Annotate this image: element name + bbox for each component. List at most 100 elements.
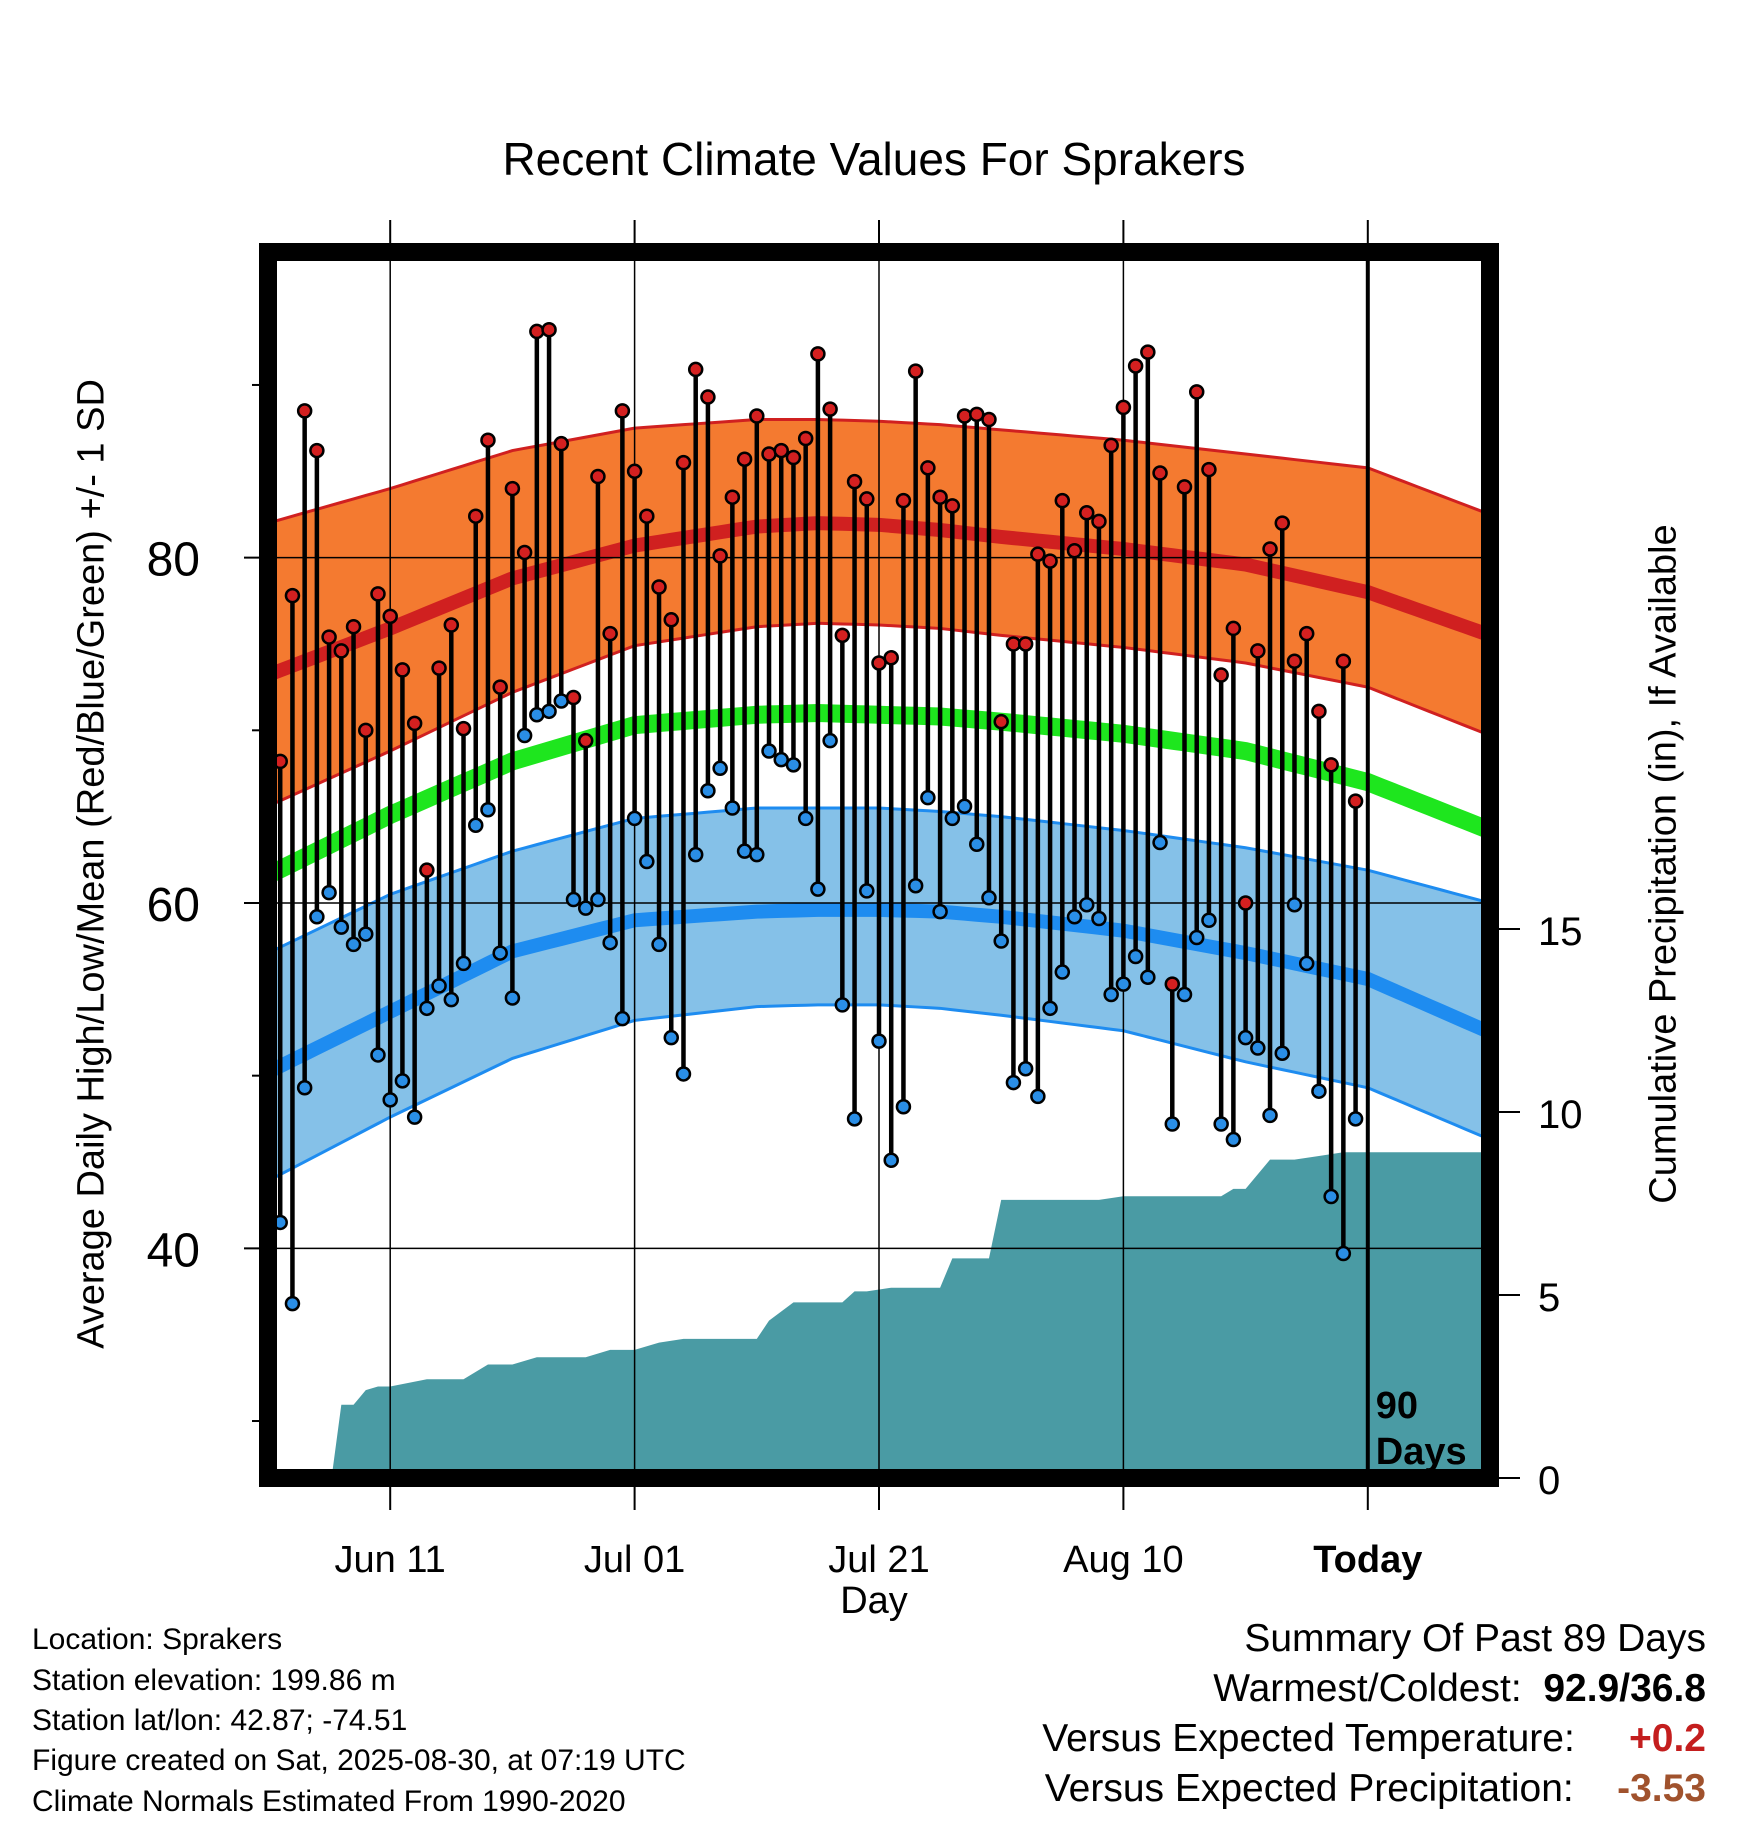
daily-high-point [1054, 492, 1071, 509]
daily-low-point [1066, 909, 1083, 925]
y-left-tick-label: 80 [147, 534, 200, 587]
daily-low-point [565, 891, 582, 908]
daily-low-point [431, 978, 447, 994]
daily-high-point [419, 862, 435, 878]
daily-high-point [1115, 399, 1132, 416]
y-axis-label-right: Cumulative Precipitation (in), If Availa… [1642, 524, 1685, 1204]
daily-high-point [1274, 515, 1291, 531]
daily-low-point [1237, 1029, 1254, 1046]
summary-precip-value: -3.53 [1617, 1767, 1706, 1810]
daily-high-point [810, 346, 826, 362]
daily-low-point [846, 1111, 863, 1127]
x-tick-label: Jul 21 [828, 1539, 929, 1581]
daily-low-point [1176, 986, 1193, 1003]
daily-low-point [797, 810, 814, 827]
daily-high-point [321, 629, 337, 645]
daily-low-point [419, 1000, 435, 1017]
daily-high-point [797, 430, 814, 447]
summary-warm-cold-label: Warmest/Coldest: [1213, 1667, 1522, 1710]
daily-high-point [1140, 344, 1156, 360]
meta-location: Location: Sprakers [32, 1623, 283, 1656]
daily-low-point [333, 919, 350, 935]
daily-low-point [761, 743, 777, 759]
daily-low-point [1347, 1111, 1364, 1127]
daily-low-point [1115, 976, 1132, 992]
daily-points [260, 321, 1364, 1312]
daily-high-point [1225, 620, 1242, 637]
daily-high-point [1201, 461, 1217, 478]
daily-high-point [1091, 513, 1107, 530]
daily-high-point [1127, 358, 1144, 374]
x-axis-label: Day [840, 1580, 908, 1622]
daily-low-point [932, 903, 948, 920]
daily-high-point [529, 323, 545, 340]
daily-high-point [1347, 793, 1364, 809]
summary-temp: Versus Expected Temperature: +0.2 [1042, 1717, 1706, 1761]
daily-low-point [1286, 896, 1303, 913]
daily-high-point [1017, 636, 1034, 652]
daily-low-point [871, 1033, 887, 1049]
daily-high-point [309, 442, 325, 459]
daily-high-point [663, 612, 680, 628]
daily-low-point [1005, 1074, 1022, 1091]
daily-high-point [626, 463, 643, 480]
daily-high-point [859, 491, 875, 507]
daily-high-point [749, 408, 765, 424]
daily-low-point [1335, 1245, 1352, 1262]
summary-temp-value: +0.2 [1629, 1717, 1706, 1760]
daily-low-point [1091, 910, 1107, 927]
daily-high-point [687, 361, 704, 378]
daily-high-point [834, 627, 851, 644]
daily-high-point [370, 586, 386, 602]
daily-high-point [895, 492, 912, 509]
daily-high-point [565, 689, 582, 706]
meta-latlon: Station lat/lon: 42.87; -74.51 [32, 1704, 408, 1737]
daily-high-point [639, 508, 655, 524]
daily-high-point [944, 498, 961, 514]
daily-high-point [553, 435, 570, 452]
daily-high-point [296, 403, 313, 419]
x-tick-label: Jun 11 [335, 1539, 446, 1581]
daily-high-point [284, 587, 301, 604]
y-right-tick-label: 5 [1538, 1276, 1560, 1320]
daily-high-point [455, 720, 472, 737]
daily-low-point [284, 1295, 301, 1312]
daily-high-point [577, 732, 594, 749]
summary-warm-cold-value: 92.9/36.8 [1543, 1667, 1706, 1710]
daily-high-point [480, 432, 496, 448]
today-days-number: 90 [1376, 1385, 1418, 1427]
daily-low-point [614, 1010, 631, 1027]
daily-low-point [944, 810, 961, 827]
daily-low-point [687, 846, 704, 863]
daily-high-point [467, 508, 484, 524]
daily-high-point [1078, 504, 1095, 521]
daily-high-point [590, 468, 606, 485]
daily-high-point [358, 722, 374, 739]
daily-high-point [394, 662, 411, 678]
daily-low-point [1042, 1000, 1058, 1017]
daily-high-point [1042, 553, 1058, 569]
daily-low-point [1030, 1088, 1046, 1105]
daily-high-point [1164, 976, 1181, 992]
daily-low-point [1127, 948, 1144, 965]
daily-high-point [1152, 465, 1168, 481]
daily-low-point [675, 1066, 692, 1082]
daily-low-point [969, 836, 985, 853]
daily-low-point [443, 991, 460, 1008]
y-right-tick-label: 10 [1538, 1093, 1583, 1137]
daily-high-point [1335, 653, 1352, 669]
daily-low-point [358, 926, 374, 942]
daily-low-point [1274, 1045, 1291, 1061]
daily-high-point [406, 715, 423, 732]
daily-low-point [822, 732, 838, 749]
daily-high-point [993, 713, 1009, 730]
daily-high-point [1030, 546, 1046, 562]
summary-heading: Summary Of Past 89 Days [1244, 1617, 1706, 1660]
daily-low-point [492, 945, 508, 961]
daily-high-point [504, 480, 521, 497]
daily-low-point [883, 1152, 899, 1169]
daily-high-point [1250, 643, 1266, 659]
daily-low-point [724, 800, 741, 816]
daily-low-point [1078, 896, 1095, 913]
